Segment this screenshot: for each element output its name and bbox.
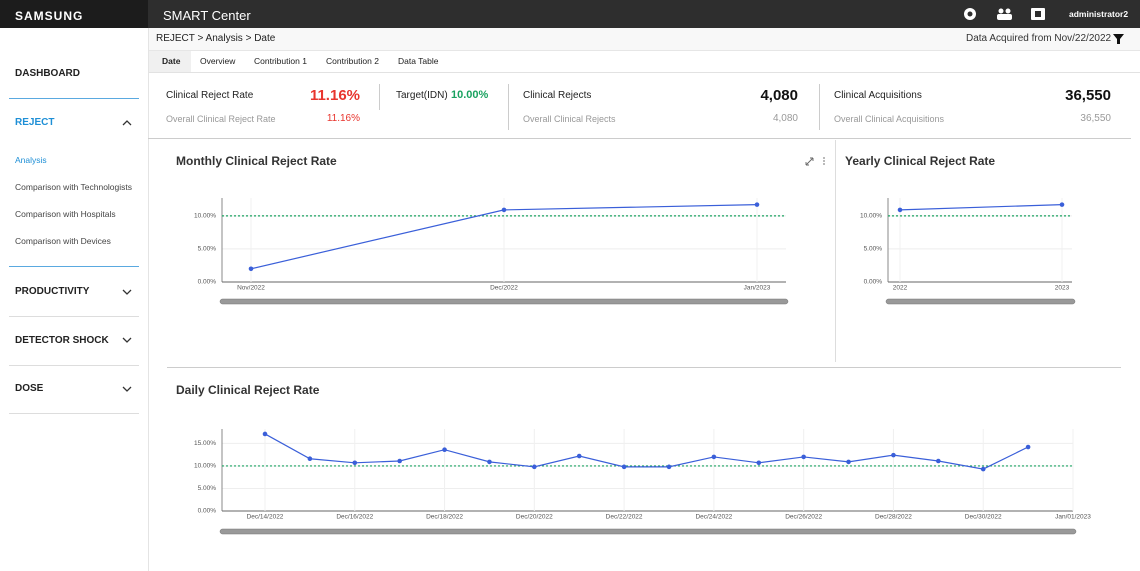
y-tick-label: 10.00% (194, 213, 216, 220)
x-tick-label: Dec/16/2022 (336, 514, 373, 521)
x-tick-label: Jan/01/2023 (1055, 514, 1091, 521)
data-point (712, 455, 717, 460)
data-point (352, 460, 357, 465)
menu-separator (9, 365, 139, 366)
y-tick-label: 0.00% (864, 279, 883, 286)
data-point (801, 455, 806, 460)
x-tick-label: Dec/24/2022 (695, 514, 732, 521)
x-tick-label: 2022 (893, 285, 908, 292)
menu-item[interactable]: DOSE (15, 383, 43, 394)
kpi-value: 10.00% (451, 89, 488, 101)
tab[interactable]: Contribution 2 (326, 56, 379, 66)
kpi-label: Target(IDN) (396, 90, 448, 101)
y-tick-label: 5.00% (864, 246, 883, 253)
menu-separator (9, 98, 139, 99)
y-tick-label: 15.00% (194, 440, 216, 447)
kpi-label: Clinical Rejects (523, 90, 591, 101)
submenu-item[interactable]: Comparison with Technologists (15, 182, 132, 192)
x-tick-label: Jan/2023 (744, 285, 771, 292)
data-point (936, 459, 941, 464)
data-point (249, 266, 254, 271)
kpi-sub-value: 36,550 (1080, 113, 1111, 124)
chart-title: Daily Clinical Reject Rate (176, 383, 320, 397)
menu-separator (9, 413, 139, 414)
x-tick-label: 2023 (1055, 285, 1070, 292)
chart-title: Monthly Clinical Reject Rate (176, 154, 337, 168)
y-tick-label: 0.00% (198, 279, 217, 286)
data-point (667, 465, 672, 470)
submenu-item[interactable]: Comparison with Devices (15, 236, 111, 246)
x-tick-label: Dec/20/2022 (516, 514, 553, 521)
menu-item[interactable]: DETECTOR SHOCK (15, 335, 109, 346)
menu-separator (9, 316, 139, 317)
kpi-sub-label: Overall Clinical Rejects (523, 114, 616, 124)
x-tick-label: Dec/2022 (490, 285, 518, 292)
kpi-label: Clinical Acquisitions (834, 90, 922, 101)
x-tick-label: Dec/22/2022 (606, 514, 643, 521)
data-point (502, 208, 507, 213)
tab[interactable]: Contribution 1 (254, 56, 307, 66)
x-tick-label: Dec/26/2022 (785, 514, 822, 521)
y-tick-label: 5.00% (198, 485, 217, 492)
chart-title: Yearly Clinical Reject Rate (845, 154, 995, 168)
data-point (487, 460, 492, 465)
kpi-value: 11.16% (310, 87, 360, 104)
x-tick-label: Dec/18/2022 (426, 514, 463, 521)
kpi-label: Clinical Reject Rate (166, 90, 253, 101)
tab[interactable]: Data Table (398, 56, 438, 66)
kpi-value: 36,550 (1065, 87, 1111, 104)
kpi-value: 4,080 (760, 87, 798, 104)
menu-separator (9, 266, 139, 267)
kpi-sub-label: Overall Clinical Reject Rate (166, 114, 276, 124)
x-tick-label: Nov/2022 (237, 285, 265, 292)
series-line (900, 205, 1062, 210)
data-point (263, 432, 268, 437)
menu-item[interactable]: DASHBOARD (15, 68, 80, 79)
data-point (981, 467, 986, 472)
data-point (577, 454, 582, 459)
tab[interactable]: Overview (200, 56, 235, 66)
y-tick-label: 10.00% (860, 213, 882, 220)
menu-item[interactable]: PRODUCTIVITY (15, 286, 89, 297)
x-tick-label: Dec/30/2022 (965, 514, 1002, 521)
submenu-item[interactable]: Comparison with Hospitals (15, 209, 116, 219)
series-line (265, 434, 1028, 469)
data-point (898, 208, 903, 213)
data-point (755, 202, 760, 207)
kpi-sub-value: 4,080 (773, 113, 798, 124)
tab[interactable]: Date (162, 56, 180, 66)
submenu-item[interactable]: Analysis (15, 155, 47, 165)
kpi-sub-label: Overall Clinical Acquisitions (834, 114, 944, 124)
data-point (308, 456, 313, 461)
data-point (756, 460, 761, 465)
data-point (442, 447, 447, 452)
y-tick-label: 0.00% (198, 508, 217, 515)
y-tick-label: 10.00% (194, 463, 216, 470)
data-point (1026, 445, 1031, 450)
y-tick-label: 5.00% (198, 246, 217, 253)
data-point (1060, 202, 1065, 207)
data-point (397, 459, 402, 464)
data-point (846, 460, 851, 465)
x-tick-label: Dec/14/2022 (247, 514, 284, 521)
data-point (891, 453, 896, 458)
menu-item[interactable]: REJECT (15, 117, 54, 128)
kpi-sub-value: 11.16% (327, 113, 360, 124)
data-point (532, 465, 537, 470)
data-point (622, 465, 627, 470)
x-tick-label: Dec/28/2022 (875, 514, 912, 521)
